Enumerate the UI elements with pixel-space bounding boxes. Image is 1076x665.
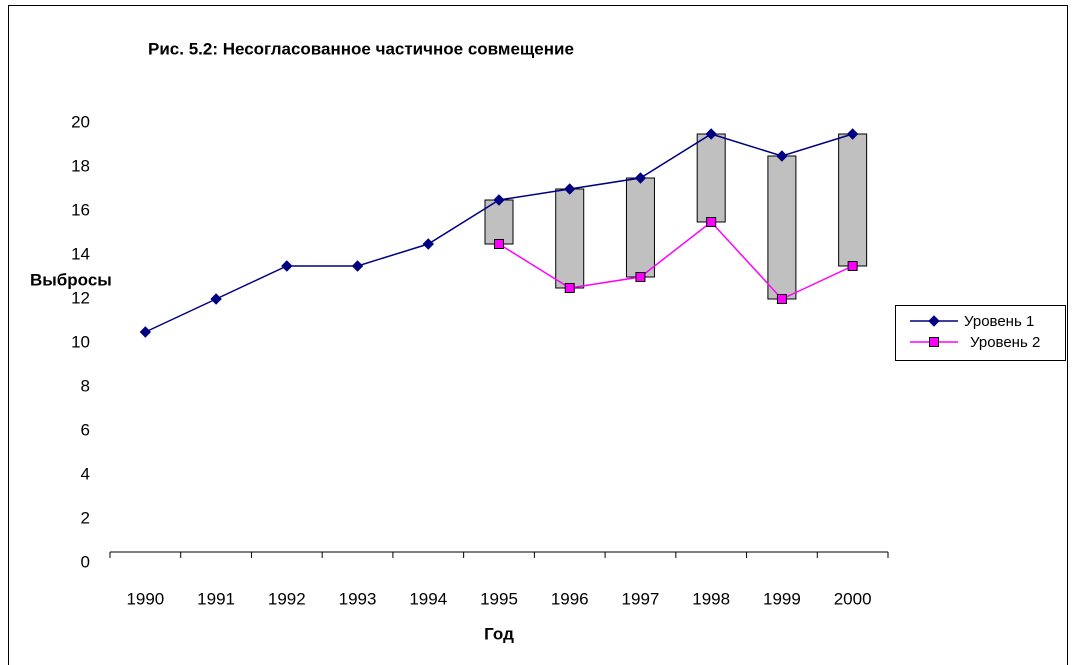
x-tick-label: 1991 — [197, 589, 235, 608]
high-low-bar — [767, 155, 797, 300]
high-low-bar — [696, 133, 726, 223]
y-tick-label: 8 — [81, 376, 90, 395]
x-tick-label: 1999 — [763, 589, 801, 608]
y-tick-label: 0 — [81, 552, 90, 571]
marker — [210, 293, 222, 305]
marker — [635, 272, 646, 282]
x-tick-label: 1992 — [268, 589, 306, 608]
x-tick-label: 1998 — [692, 589, 730, 608]
marker — [776, 150, 788, 162]
x-tick-label: 1990 — [126, 589, 164, 608]
marker — [351, 260, 364, 272]
x-tick-label: 1996 — [551, 589, 589, 608]
y-tick-label: 4 — [81, 464, 90, 483]
x-tick-label: 2000 — [834, 589, 872, 608]
y-tick-label: 2 — [81, 508, 90, 527]
x-tick-label: 1993 — [339, 589, 377, 608]
x-axis-label: Год — [484, 624, 514, 643]
chart-border — [8, 5, 1068, 665]
y-tick-label: 16 — [71, 200, 90, 219]
y-tick-label: 14 — [71, 244, 90, 263]
marker — [776, 294, 787, 304]
marker — [928, 315, 940, 327]
legend-label: Уровень 1 — [964, 313, 1034, 330]
series-line — [498, 220, 853, 300]
marker — [493, 194, 505, 206]
marker — [634, 172, 647, 184]
marker — [139, 326, 152, 338]
marker — [281, 260, 293, 272]
y-tick-label: 12 — [71, 288, 90, 307]
y-tick-label: 18 — [71, 156, 90, 175]
marker — [929, 337, 939, 347]
x-tick-label: 1995 — [480, 589, 518, 608]
legend: Уровень 1 Уровень 2 — [895, 305, 1066, 361]
high-low-bar — [625, 177, 655, 278]
high-low-bar — [555, 188, 585, 289]
x-tick-label: 1994 — [409, 589, 447, 608]
legend-label: Уровень 2 — [970, 334, 1040, 351]
marker — [494, 239, 504, 249]
marker — [847, 261, 858, 271]
marker — [564, 283, 575, 293]
y-axis-label: Выбросы — [30, 270, 112, 289]
legend-box — [895, 305, 1066, 361]
y-tick-label: 6 — [81, 420, 90, 439]
chart-title: Рис. 5.2: Несогласованное частичное совм… — [148, 39, 574, 58]
marker — [564, 183, 576, 195]
marker — [705, 128, 717, 140]
high-low-bar — [838, 133, 868, 267]
y-tick-label: 20 — [71, 112, 90, 131]
y-tick-label: 10 — [71, 332, 90, 351]
marker — [846, 128, 859, 140]
marker — [706, 217, 717, 227]
marker — [422, 238, 434, 250]
x-tick-label: 1997 — [622, 589, 660, 608]
